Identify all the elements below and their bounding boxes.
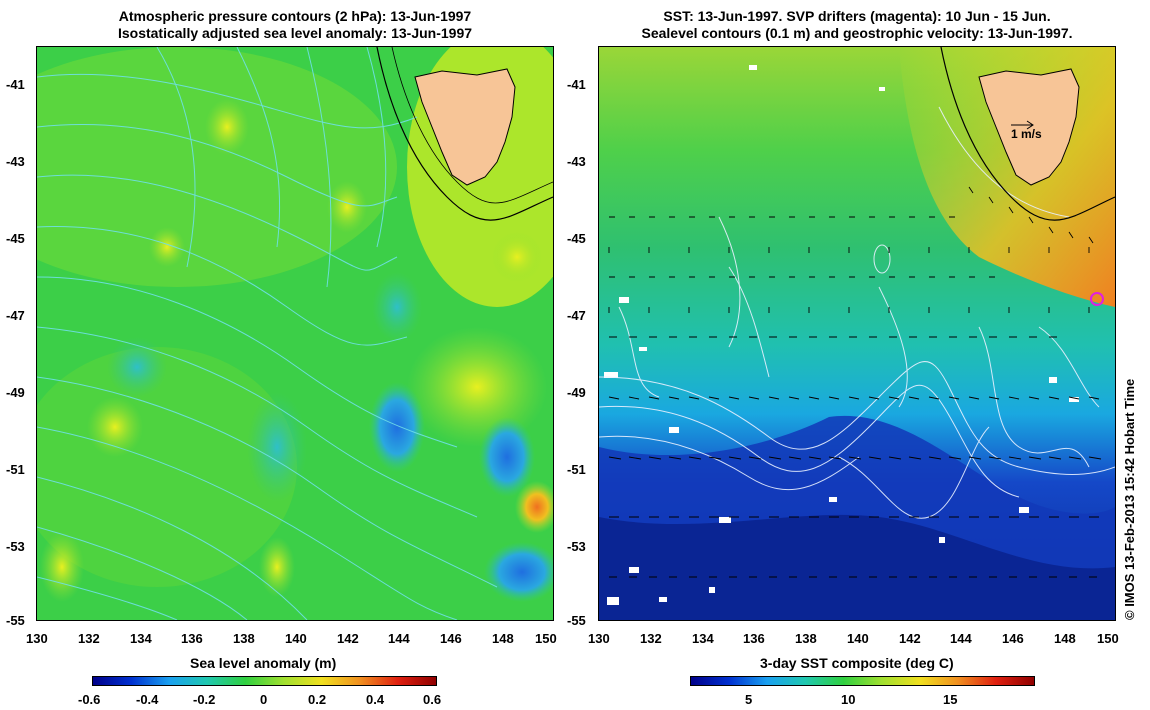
colorbar-tick: 0.2 bbox=[308, 692, 327, 707]
colorbar-tick: 10 bbox=[841, 692, 856, 707]
sea-level-anomaly-field bbox=[37, 47, 553, 620]
velocity-scale-arrow bbox=[1011, 120, 1034, 130]
lon-tick: 136 bbox=[181, 631, 203, 646]
lat-tick: -41 bbox=[6, 77, 25, 92]
lon-tick: 144 bbox=[950, 631, 972, 646]
lat-tick: -43 bbox=[6, 154, 25, 169]
lat-tick: -49 bbox=[6, 385, 25, 400]
sea-level-anomaly-map bbox=[36, 46, 554, 621]
lon-tick: 130 bbox=[588, 631, 610, 646]
right-title-line1: SST: 13-Jun-1997. SVP drifters (magenta)… bbox=[663, 8, 1051, 24]
lat-tick: -41 bbox=[567, 77, 586, 92]
right-title-line2: Sealevel contours (0.1 m) and geostrophi… bbox=[641, 25, 1073, 41]
sst-colorbar bbox=[690, 676, 1035, 686]
lon-tick: 140 bbox=[847, 631, 869, 646]
colorbar-tick: -0.6 bbox=[78, 692, 101, 707]
lat-tick: -55 bbox=[567, 613, 586, 628]
svp-drifter-track bbox=[1090, 292, 1104, 306]
lon-tick: 144 bbox=[388, 631, 410, 646]
left-title-line2: Isostatically adjusted sea level anomaly… bbox=[117, 25, 473, 41]
colorbar-tick: 0 bbox=[260, 692, 268, 707]
lon-tick: 136 bbox=[743, 631, 765, 646]
lon-tick: 148 bbox=[492, 631, 514, 646]
sea-level-colorbar bbox=[92, 676, 437, 686]
lon-tick: 132 bbox=[640, 631, 662, 646]
lat-tick: -45 bbox=[567, 231, 586, 246]
right-colorbar-title: 3-day SST composite (deg C) bbox=[760, 655, 954, 671]
sst-map: 1 m/s bbox=[598, 46, 1116, 621]
lon-tick: 150 bbox=[1097, 631, 1119, 646]
lat-tick: -43 bbox=[567, 154, 586, 169]
velocity-scale-label: 1 m/s bbox=[1011, 127, 1042, 141]
lat-tick: -51 bbox=[567, 462, 586, 477]
lon-tick: 132 bbox=[78, 631, 100, 646]
lon-tick: 142 bbox=[899, 631, 921, 646]
geostrophic-velocity-vectors bbox=[608, 186, 1102, 578]
tasmania-land bbox=[414, 68, 516, 186]
lat-tick: -53 bbox=[567, 539, 586, 554]
lat-tick: -45 bbox=[6, 231, 25, 246]
lon-tick: 130 bbox=[26, 631, 48, 646]
colorbar-tick: 5 bbox=[745, 692, 753, 707]
colorbar-tick: -0.2 bbox=[193, 692, 216, 707]
lon-tick: 150 bbox=[535, 631, 557, 646]
lon-tick: 134 bbox=[692, 631, 714, 646]
lat-tick: -55 bbox=[6, 613, 25, 628]
sst-field bbox=[599, 47, 1115, 620]
left-title-line1: Atmospheric pressure contours (2 hPa): 1… bbox=[118, 8, 472, 24]
lat-tick: -49 bbox=[567, 385, 586, 400]
lon-tick: 146 bbox=[1002, 631, 1024, 646]
lon-tick: 138 bbox=[233, 631, 255, 646]
left-colorbar-title: Sea level anomaly (m) bbox=[190, 655, 337, 671]
lat-tick: -47 bbox=[567, 308, 586, 323]
lon-tick: 146 bbox=[440, 631, 462, 646]
lat-tick: -51 bbox=[6, 462, 25, 477]
colorbar-tick: -0.4 bbox=[136, 692, 159, 707]
tasmania-land bbox=[978, 68, 1080, 186]
colorbar-tick: 15 bbox=[943, 692, 958, 707]
lon-tick: 148 bbox=[1054, 631, 1076, 646]
lat-tick: -47 bbox=[6, 308, 25, 323]
lat-tick: -53 bbox=[6, 539, 25, 554]
lon-tick: 138 bbox=[795, 631, 817, 646]
colorbar-tick: 0.4 bbox=[366, 692, 385, 707]
lon-tick: 140 bbox=[285, 631, 307, 646]
lon-tick: 134 bbox=[130, 631, 152, 646]
imos-credit: © IMOS 13-Feb-2013 15:42 Hobart Time bbox=[1122, 378, 1137, 620]
lon-tick: 142 bbox=[337, 631, 359, 646]
colorbar-tick: 0.6 bbox=[423, 692, 442, 707]
